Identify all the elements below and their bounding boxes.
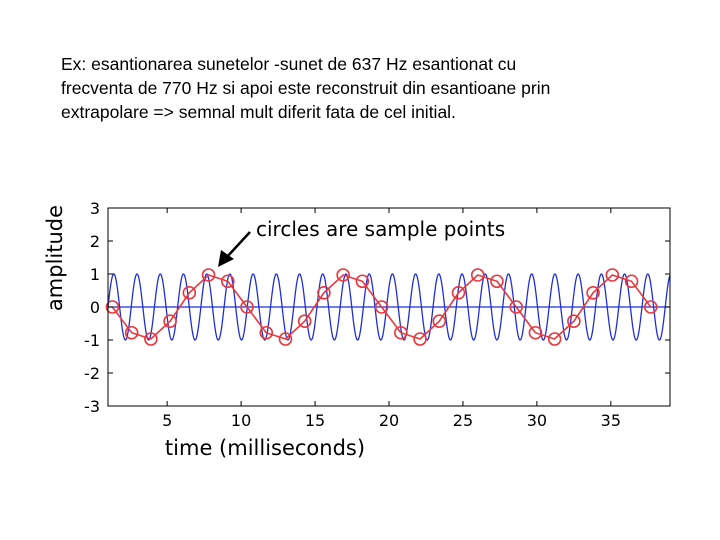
sample-point xyxy=(317,286,331,300)
sample-point xyxy=(278,332,293,346)
plot-area xyxy=(105,268,671,346)
x-axis-label: time (milliseconds) xyxy=(165,436,365,460)
x-tick-label: 20 xyxy=(379,411,399,430)
sample-point xyxy=(355,274,370,289)
sample-point xyxy=(182,286,197,300)
annotation-text: circles are sample points xyxy=(256,217,505,241)
y-tick-label: 2 xyxy=(90,232,100,251)
sample-point xyxy=(259,325,274,340)
y-axis-label: amplitude xyxy=(43,205,67,311)
y-tick-label: -1 xyxy=(84,331,100,350)
sample-point xyxy=(240,300,254,314)
x-tick-label: 10 xyxy=(231,411,251,430)
sample-point xyxy=(470,268,485,282)
y-tick-label: 1 xyxy=(90,265,100,284)
annotation-arrow xyxy=(218,231,251,267)
sample-point xyxy=(374,300,389,314)
signal-637hz-line xyxy=(107,273,671,341)
sample-point xyxy=(124,325,139,340)
x-tick-label: 25 xyxy=(453,411,473,430)
x-tick-label: 30 xyxy=(527,411,547,430)
sample-point xyxy=(547,332,562,346)
slide-description: Ex: esantionarea sunetelor -sunet de 637… xyxy=(61,52,661,124)
x-tick-label: 15 xyxy=(305,411,325,430)
sample-point xyxy=(394,325,408,340)
sample-point xyxy=(201,268,216,282)
x-tick-label: 5 xyxy=(162,411,172,430)
y-tick-label: 3 xyxy=(90,199,100,218)
sample-point xyxy=(490,274,504,289)
sample-point xyxy=(509,300,523,314)
sampled-signal-line xyxy=(111,274,652,340)
description-line-1: Ex: esantionarea sunetelor -sunet de 637… xyxy=(61,54,517,74)
sample-point xyxy=(567,314,581,328)
sample-point xyxy=(643,300,658,314)
sample-point xyxy=(451,286,466,300)
y-tick-label: -3 xyxy=(84,397,100,416)
sample-point xyxy=(336,268,350,282)
sample-point xyxy=(432,314,447,328)
sample-point xyxy=(413,332,427,346)
y-tick-label: -2 xyxy=(84,364,100,383)
sample-point xyxy=(163,314,177,328)
sample-point xyxy=(105,300,120,314)
description-line-3: extrapolare => semnal mult diferit fata … xyxy=(61,102,456,122)
sample-point xyxy=(220,274,235,289)
sample-point xyxy=(528,325,543,340)
sample-point xyxy=(624,274,639,289)
sample-point xyxy=(297,314,312,328)
x-tick-label: 35 xyxy=(601,411,621,430)
sample-point xyxy=(605,268,620,282)
y-tick-label: 0 xyxy=(90,298,100,317)
sample-point xyxy=(144,332,158,346)
description-line-2: frecventa de 770 Hz si apoi este reconst… xyxy=(61,78,551,98)
sample-point xyxy=(586,286,600,300)
